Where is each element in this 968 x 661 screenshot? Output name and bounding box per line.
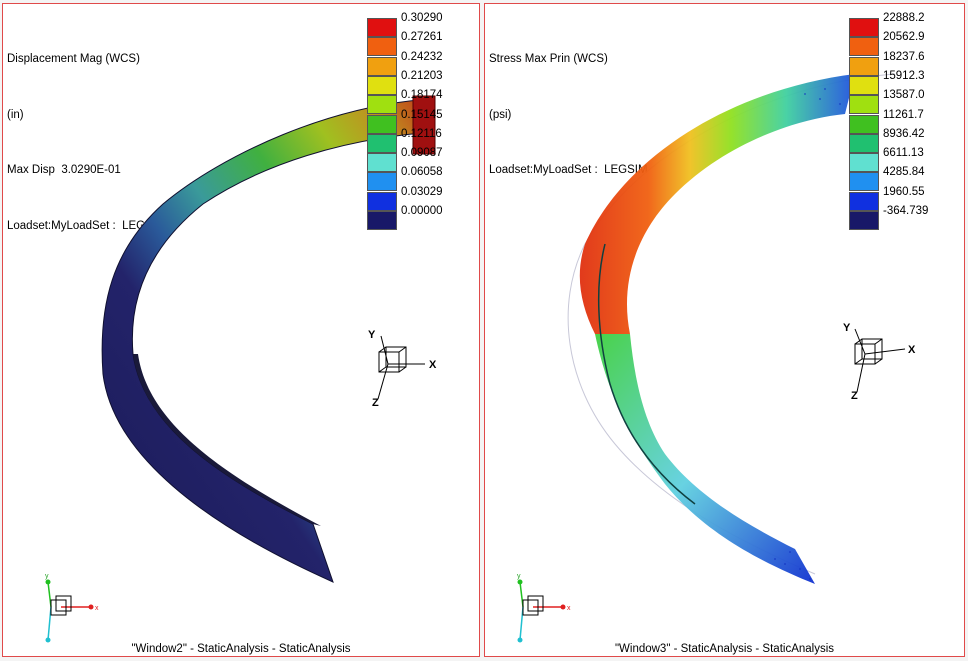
view-triad: Y X Z: [368, 329, 437, 409]
legend-value: 1960.55: [883, 185, 925, 198]
window-caption: "Window2" - StaticAnalysis - StaticAnaly…: [131, 643, 351, 655]
legend-swatch: [849, 114, 879, 134]
legend-value: 13587.0: [883, 89, 925, 102]
legend-swatch: [849, 18, 879, 37]
legend-swatch: [367, 133, 397, 153]
result-units: (in): [7, 108, 24, 121]
legend-value: 0.06058: [401, 166, 443, 179]
viewport-window-2[interactable]: Displacement Mag (WCS) (in) Max Disp 3.0…: [2, 3, 480, 657]
legend-swatch: [849, 95, 879, 115]
mini-triad: y x: [517, 573, 571, 643]
legend-value: 22888.2: [883, 12, 925, 24]
legend-swatch: [849, 172, 879, 192]
legend-swatch: [849, 133, 879, 153]
legend-swatch: [367, 172, 397, 192]
result-title: Displacement Mag (WCS): [7, 53, 140, 65]
legend-swatch: [367, 95, 397, 115]
legend-value: 0.09087: [401, 147, 443, 160]
legend-value: 18237.6: [883, 50, 925, 63]
triad-y-label: Y: [368, 329, 376, 341]
legend-value: -364.739: [883, 205, 929, 217]
legend-value: 15912.3: [883, 69, 925, 82]
view-triad: Y X Z: [843, 322, 916, 402]
legend-value: 11261.7: [883, 108, 924, 121]
legend-swatch: [367, 114, 397, 134]
legend-swatch: [367, 56, 397, 76]
legend-value: 0.03029: [401, 185, 443, 198]
viewport-window-3[interactable]: Stress Max Prin (WCS) (psi) Loadset:MyLo…: [484, 3, 965, 657]
triad-x-label: X: [429, 359, 437, 371]
max-disp: Max Disp 3.0290E-01: [7, 164, 121, 176]
mini-triad: y x: [45, 573, 99, 643]
window-caption: "Window3" - StaticAnalysis - StaticAnaly…: [614, 643, 835, 655]
legend-swatch: [849, 211, 879, 230]
legend-value: 4285.84: [883, 166, 925, 179]
legend-value: 0.00000: [401, 205, 443, 217]
legend-value: 0.24232: [401, 50, 443, 63]
legend-swatch: [367, 75, 397, 95]
legend-swatch: [849, 75, 879, 95]
legend-swatch: [367, 211, 397, 230]
mini-triad-y: y: [517, 573, 521, 580]
legend-swatch: [849, 191, 879, 211]
legend-swatch: [849, 153, 879, 173]
mini-triad-y: y: [45, 573, 49, 580]
legend-swatch: [849, 56, 879, 76]
model-displacement[interactable]: [3, 4, 481, 658]
triad-z-label: Z: [372, 397, 379, 409]
legend-swatch: [367, 153, 397, 173]
legend-value: 8936.42: [883, 127, 925, 140]
mini-triad-x: x: [95, 605, 99, 612]
legend-swatch: [367, 18, 397, 37]
triad-z-label: Z: [851, 390, 858, 402]
legend-value: 6611.13: [883, 147, 924, 160]
result-title: Stress Max Prin (WCS): [489, 53, 608, 65]
legend-value: 0.30290: [401, 12, 443, 24]
legend-value: 0.21203: [401, 69, 443, 82]
legend-value: 0.12116: [401, 127, 442, 140]
legend-value: 20562.9: [883, 31, 925, 44]
legend-swatch: [367, 191, 397, 211]
legend-swatch: [367, 37, 397, 57]
legend-value: 0.27261: [401, 31, 443, 44]
legend-value: 0.15145: [401, 108, 443, 121]
triad-y-label: Y: [843, 322, 851, 334]
mini-triad-x: x: [567, 605, 571, 612]
legend-swatch: [849, 37, 879, 57]
triad-x-label: X: [908, 344, 916, 356]
legend-value: 0.18174: [401, 89, 443, 102]
result-units: (psi): [489, 108, 512, 121]
model-stress[interactable]: [485, 4, 966, 658]
